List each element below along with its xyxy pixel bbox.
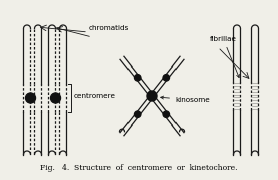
Circle shape: [26, 93, 36, 103]
Text: kinosome: kinosome: [161, 96, 210, 103]
Circle shape: [135, 111, 141, 117]
Text: centromere: centromere: [73, 93, 115, 99]
Text: fibrillae: fibrillae: [210, 36, 239, 78]
Circle shape: [163, 111, 170, 117]
Circle shape: [163, 75, 170, 81]
Circle shape: [135, 75, 141, 81]
Circle shape: [51, 93, 61, 103]
Text: Fig.   4.  Structure  of  centromere  or  kinetochore.: Fig. 4. Structure of centromere or kinet…: [40, 164, 238, 172]
Circle shape: [147, 91, 157, 101]
Text: chromatids: chromatids: [89, 25, 129, 31]
